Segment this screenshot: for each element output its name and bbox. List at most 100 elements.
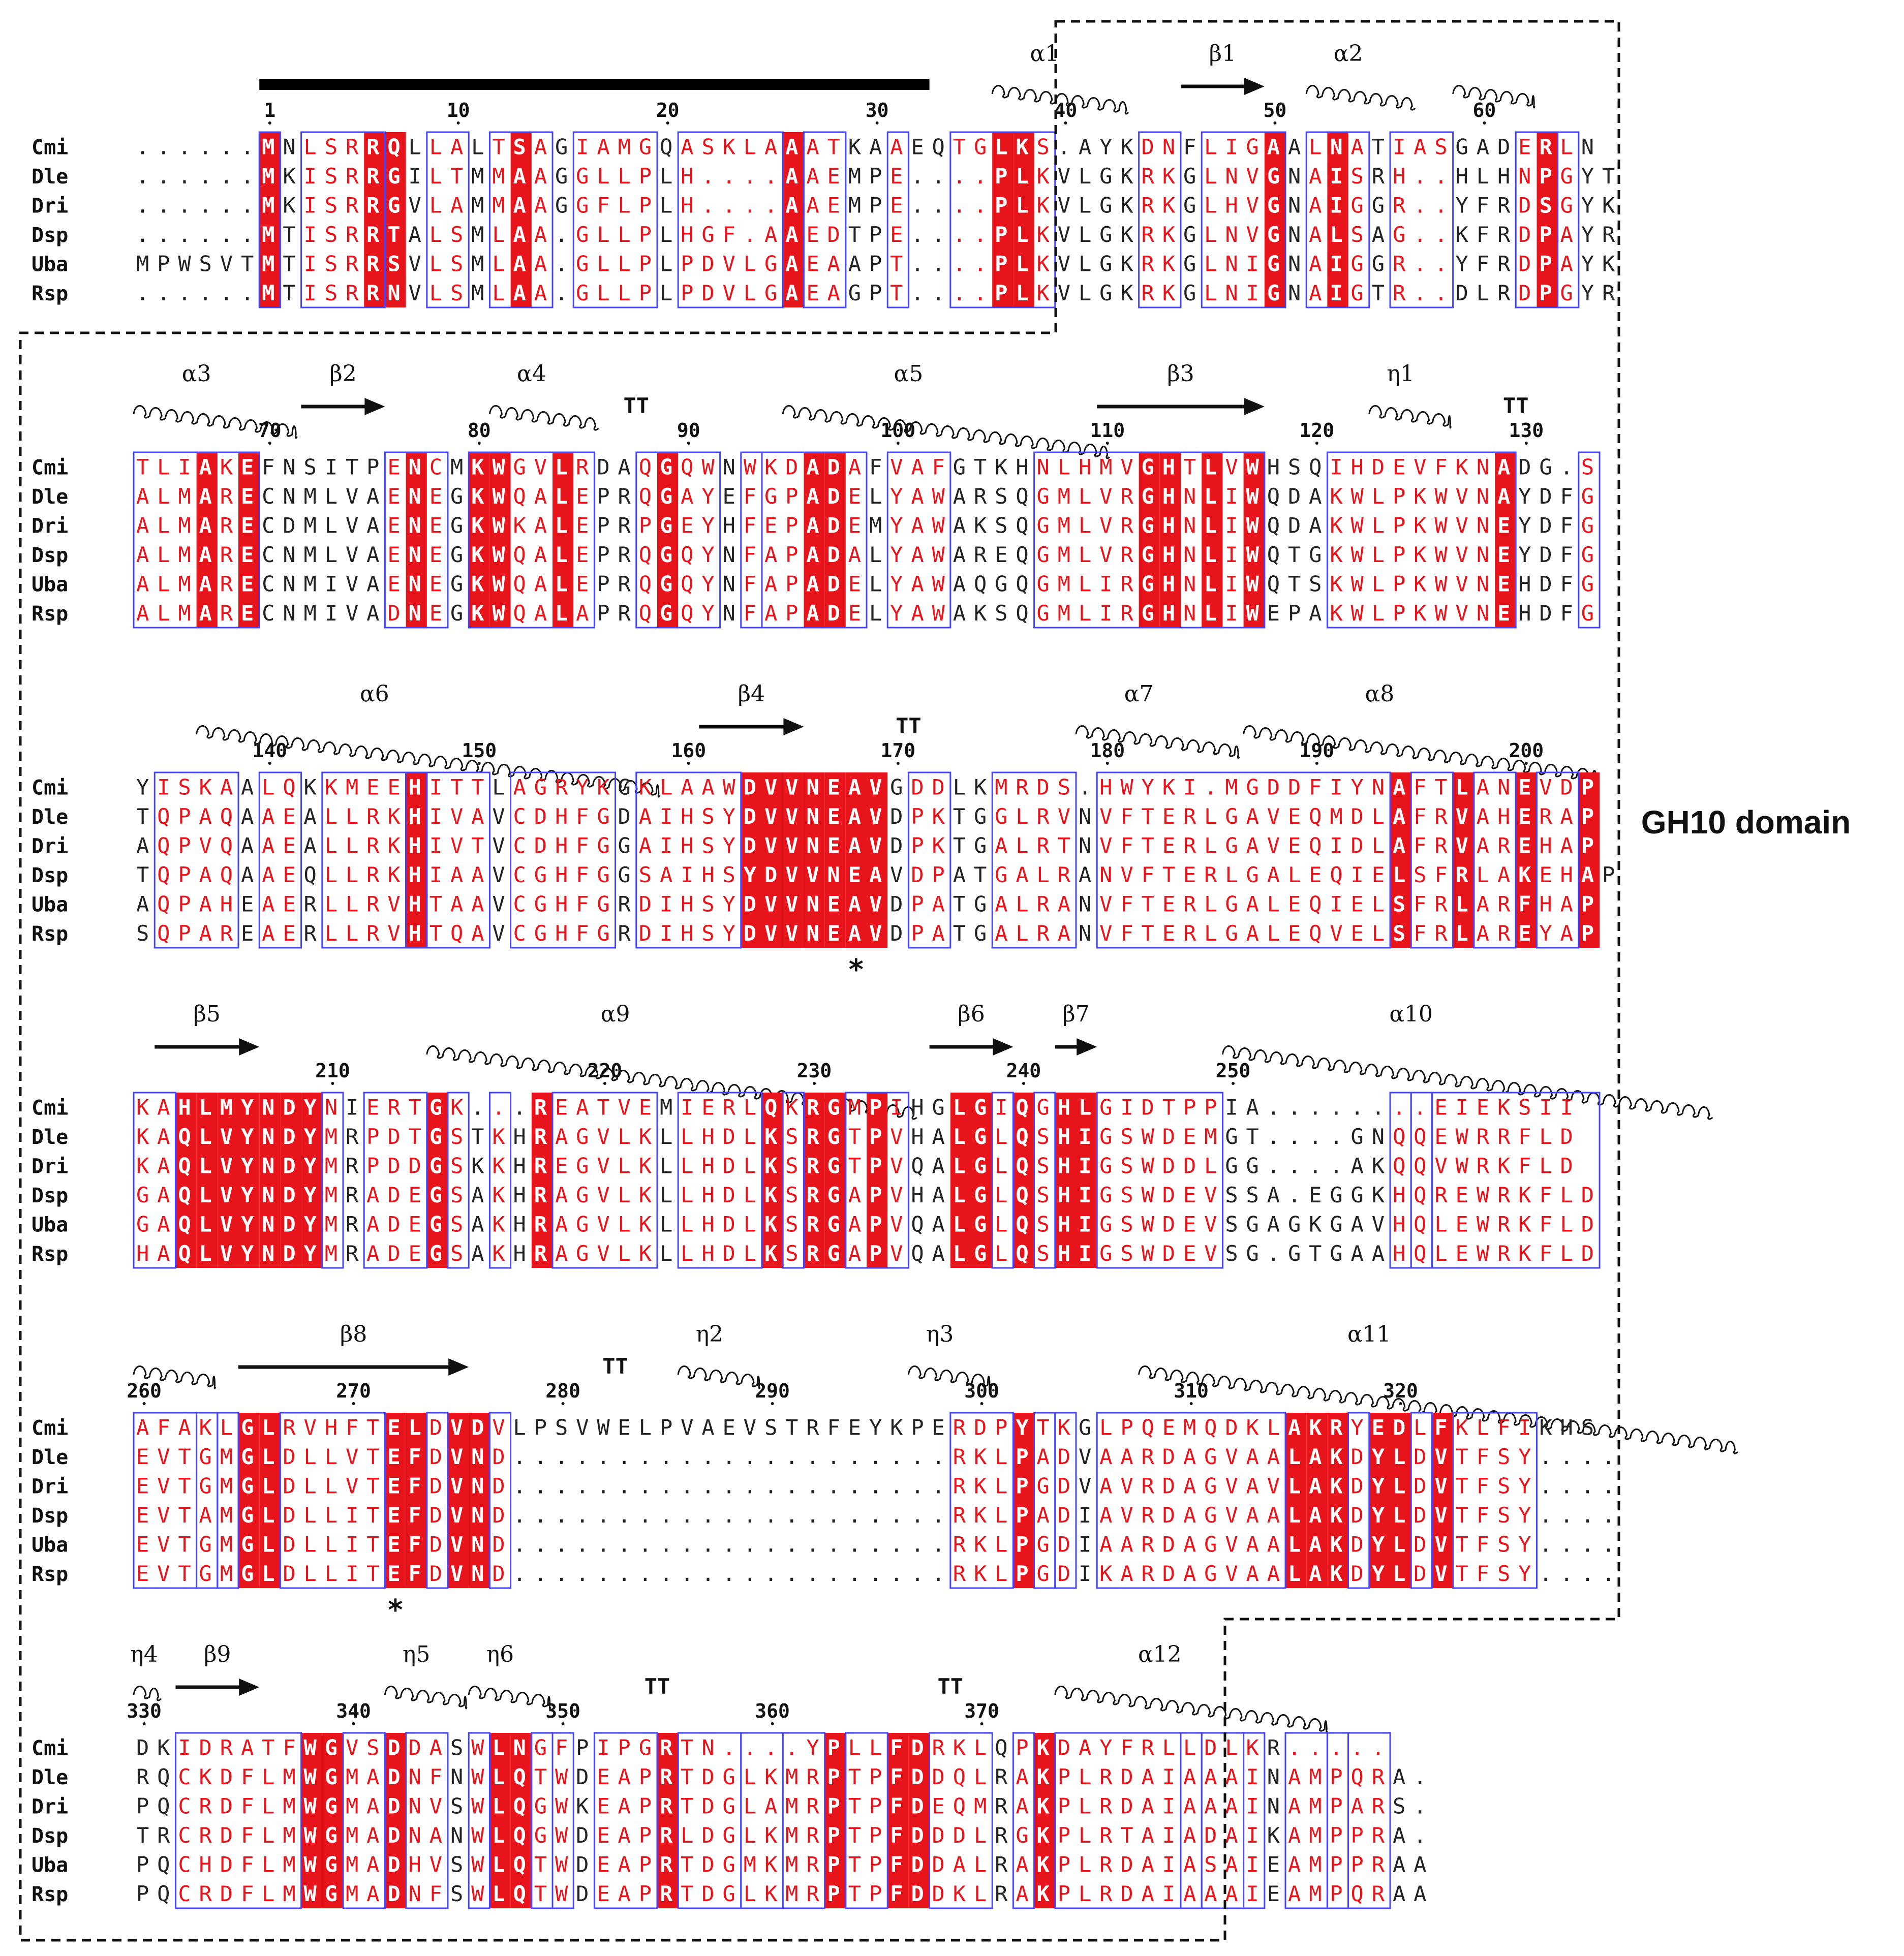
position-number: 210 xyxy=(315,1060,350,1082)
identical-column xyxy=(824,1733,846,1908)
identical-column xyxy=(762,1093,783,1268)
structure-label: β3 xyxy=(1167,361,1194,387)
similarity-box xyxy=(1431,1092,1601,1269)
position-number: 280 xyxy=(545,1380,580,1402)
identical-column xyxy=(992,132,1014,307)
position-dot xyxy=(1189,1402,1193,1405)
identical-column xyxy=(1013,1413,1034,1588)
helix-glyph xyxy=(1452,85,1536,109)
similarity-box xyxy=(510,771,617,949)
structure-label: α5 xyxy=(894,361,924,387)
turn-label: TT xyxy=(938,1674,964,1699)
similarity-box xyxy=(1557,131,1580,308)
identical-column xyxy=(1327,1413,1348,1588)
sequence-name: Uba xyxy=(32,1214,68,1237)
position-number: 160 xyxy=(671,739,706,762)
identical-column xyxy=(1327,132,1348,307)
position-dot xyxy=(268,442,271,445)
position-number: 340 xyxy=(336,1700,371,1722)
identical-column xyxy=(280,1093,301,1268)
strand-arrow-head xyxy=(783,718,804,735)
sequence-name: Rsp xyxy=(32,282,68,305)
similarity-box xyxy=(1096,771,1391,949)
sequence-name: Cmi xyxy=(32,456,68,480)
identical-column xyxy=(1013,132,1034,307)
helix-glyph xyxy=(468,1686,551,1710)
identical-column xyxy=(196,1093,218,1268)
identical-column xyxy=(971,1093,993,1268)
identical-column xyxy=(1495,452,1516,628)
identical-column xyxy=(1202,452,1223,628)
position-number: 320 xyxy=(1383,1380,1418,1402)
identical-column xyxy=(887,1733,909,1908)
sequence-name: Dsp xyxy=(32,1824,68,1848)
sequence-name: Dri xyxy=(32,195,68,218)
similarity-box xyxy=(279,1412,386,1589)
sequence-name: Uba xyxy=(32,253,68,276)
position-number: 40 xyxy=(1054,99,1078,121)
position-dot xyxy=(771,1722,774,1725)
identical-column xyxy=(1453,772,1474,948)
structure-label: α10 xyxy=(1389,1001,1433,1027)
position-dot xyxy=(477,442,481,445)
identical-column xyxy=(1390,1413,1411,1588)
similarity-box xyxy=(907,771,951,949)
structure-label: α3 xyxy=(182,361,211,387)
position-number: 110 xyxy=(1090,419,1125,442)
position-dot xyxy=(875,121,879,125)
gh10-domain-outline xyxy=(19,20,1620,1942)
identical-column xyxy=(1516,772,1537,948)
sequence-name: Rsp xyxy=(32,1243,68,1266)
sequence-name: Rsp xyxy=(32,602,68,626)
identical-column xyxy=(867,1093,888,1268)
similarity-box xyxy=(488,1092,512,1269)
sequence-name: Dri xyxy=(32,1795,68,1819)
helix-glyph xyxy=(488,405,599,431)
identical-column xyxy=(657,452,679,628)
position-number: 140 xyxy=(252,739,287,762)
sequence-name: Uba xyxy=(32,1534,68,1557)
position-dot xyxy=(1105,442,1109,445)
identical-column xyxy=(804,772,825,948)
identical-column xyxy=(950,1093,971,1268)
sequence-name: Dri xyxy=(32,1155,68,1178)
signal-peptide-bar xyxy=(259,79,930,90)
position-dot xyxy=(1483,121,1486,125)
similarity-box xyxy=(153,771,239,949)
similarity-box xyxy=(363,1092,428,1269)
sequence-name: Cmi xyxy=(32,1097,68,1120)
identical-column xyxy=(1537,132,1558,307)
helix-glyph xyxy=(1075,725,1240,759)
similarity-box xyxy=(677,131,784,308)
helix-glyph xyxy=(782,405,1111,459)
identical-column xyxy=(1159,452,1181,628)
turn-label: TT xyxy=(624,393,650,418)
alignment-block: η4 β9 η5 η6 TT TT α12 330 340 350 360 370 Cmi D K I D R A T… xyxy=(32,1641,1426,1909)
similarity-box xyxy=(1201,131,1286,308)
similarity-box xyxy=(677,1092,763,1269)
similarity-box xyxy=(991,1092,1014,1269)
identical-column xyxy=(1076,1093,1097,1268)
position-dot xyxy=(1524,762,1528,765)
similarity-box xyxy=(468,1732,490,1909)
position-dot xyxy=(1064,121,1067,125)
identical-column xyxy=(1139,452,1160,628)
turn-label: TT xyxy=(896,713,922,738)
position-number: 90 xyxy=(677,419,700,442)
sequence-name: Rsp xyxy=(32,1883,68,1906)
identical-column xyxy=(196,452,218,628)
structure-label: β8 xyxy=(340,1321,367,1347)
sequence-name: Dle xyxy=(32,1766,68,1789)
identical-column xyxy=(1306,1413,1328,1588)
